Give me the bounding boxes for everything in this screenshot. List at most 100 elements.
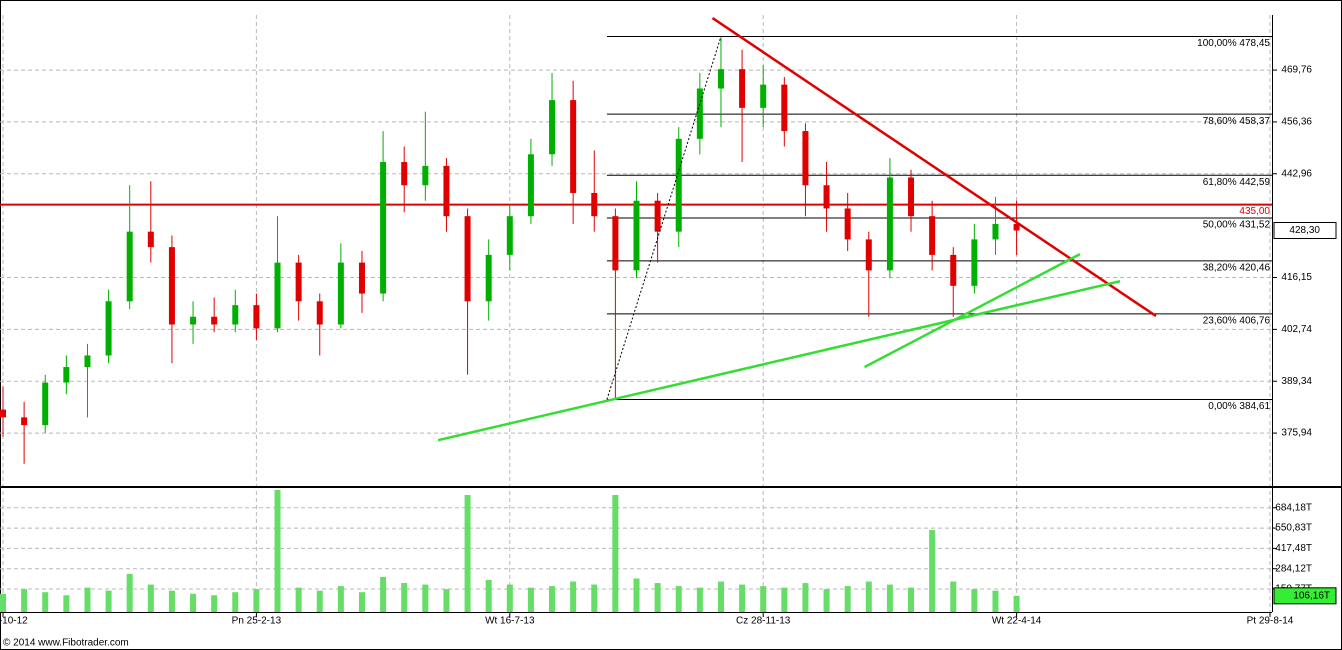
candle-body: [696, 88, 703, 139]
volume-bar: [570, 581, 577, 612]
last-price-box: [1273, 221, 1337, 239]
y-tick-label: 456,36: [1281, 117, 1312, 128]
candle-body: [211, 316, 218, 325]
hline-label: 435,00: [1239, 206, 1270, 217]
volume-bar: [401, 583, 408, 612]
y-tick-label: 417,48T: [1275, 543, 1312, 554]
volume-bar: [295, 587, 302, 612]
volume-bar: [211, 595, 218, 612]
last-volume-label: 106,16T: [1293, 590, 1330, 601]
last-volume-box: [1273, 587, 1337, 605]
volume-bar: [950, 581, 957, 612]
volume-bar: [844, 586, 851, 612]
candle-body: [886, 177, 893, 271]
volume-bar: [591, 584, 598, 612]
volume-bar: [992, 590, 999, 612]
y-tick-label: 284,12T: [1275, 563, 1312, 574]
y-tick-label: 550,83T: [1275, 523, 1312, 534]
candle-body: [527, 154, 534, 217]
volume-bar: [971, 589, 978, 612]
y-tick-label: 416,15: [1281, 272, 1312, 283]
candle-body: [654, 200, 661, 232]
fib-label: 61,80% 442,59: [1203, 177, 1271, 188]
candle-body: [0, 409, 6, 418]
fib-label: 0,00% 384,61: [1208, 401, 1270, 412]
candle-body: [760, 84, 767, 108]
candle-body: [443, 165, 450, 217]
volume-bar: [63, 595, 70, 612]
candle-body: [992, 223, 999, 240]
candle-body: [42, 382, 49, 426]
candle-body: [168, 247, 175, 325]
candle-body: [295, 262, 302, 302]
trendline: [437, 279, 1121, 442]
volume-bar: [696, 587, 703, 612]
y-tick-label: 442,96: [1281, 168, 1312, 179]
volume-bar: [717, 581, 724, 612]
x-tick-label: Pt 29-8-14: [1247, 616, 1294, 627]
candle-body: [63, 367, 70, 383]
y-tick-label: 684,18T: [1275, 502, 1312, 513]
volume-bar: [443, 589, 450, 612]
candle-body: [105, 301, 112, 356]
volume-bar: [464, 495, 471, 612]
candle-body: [422, 165, 429, 186]
fib-label: 100,00% 478,45: [1197, 38, 1270, 49]
volume-bar: [337, 586, 344, 612]
volume-bar: [380, 576, 387, 612]
volume-bar: [84, 587, 91, 612]
candle-body: [84, 355, 91, 368]
volume-bar: [105, 590, 112, 612]
volume-bar: [168, 590, 175, 612]
volume-bar: [739, 584, 746, 612]
volume-bar: [485, 580, 492, 612]
volume-bar: [126, 573, 133, 612]
trendline: [863, 252, 1081, 369]
volume-bar: [253, 589, 260, 612]
y-tick-label: 469,76: [1281, 65, 1312, 76]
fib-label: 23,60% 406,76: [1203, 315, 1271, 326]
volume-bar: [675, 586, 682, 612]
volume-bar: [21, 589, 28, 612]
volume-bar: [274, 489, 281, 612]
volume-bar: [886, 584, 893, 612]
volume-bar: [865, 581, 872, 612]
candle-body: [929, 216, 936, 255]
candle-body: [823, 185, 830, 209]
x-tick-label: Cz 28-11-13: [736, 616, 791, 627]
candle-body: [591, 192, 598, 217]
candle-body: [971, 239, 978, 286]
candle-body: [232, 305, 239, 325]
x-tick-label: Wt 22-4-14: [992, 616, 1042, 627]
fib-label: 78,60% 458,37: [1203, 116, 1271, 127]
candle-body: [401, 162, 408, 186]
candle-body: [865, 239, 872, 271]
candle-body: [485, 254, 492, 302]
volume-bar: [633, 578, 640, 612]
x-tick-label: Pn 8-10-12: [0, 616, 28, 627]
volume-bar: [823, 589, 830, 612]
candle-body: [802, 131, 809, 186]
volume-bar: [316, 590, 323, 612]
volume-bar: [654, 583, 661, 612]
candle-body: [506, 216, 513, 255]
candle-body: [316, 301, 323, 325]
trendline: [606, 36, 722, 400]
candle-body: [844, 208, 851, 240]
volume-bar: [612, 495, 619, 612]
volume-bar: [422, 584, 429, 612]
volume-bar: [908, 587, 915, 612]
volume-bar: [802, 583, 809, 612]
candle-body: [380, 162, 387, 294]
candle-body: [908, 177, 915, 217]
candle-body: [612, 216, 619, 271]
volume-bar: [42, 592, 49, 612]
volume-bar: [781, 587, 788, 612]
y-tick-label: 375,94: [1281, 428, 1312, 439]
candle-body: [274, 262, 281, 329]
candle-body: [358, 262, 365, 294]
candle-body: [675, 138, 682, 232]
x-tick-label: Pn 25-2-13: [232, 616, 282, 627]
